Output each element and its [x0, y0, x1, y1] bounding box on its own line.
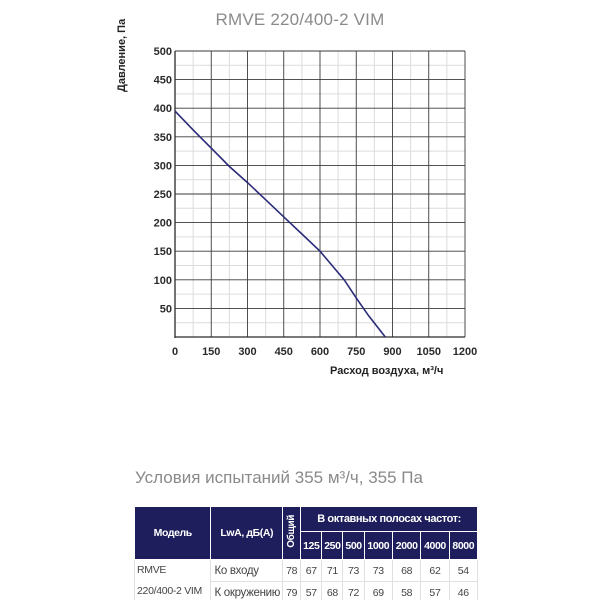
frequency-header: 1000 — [363, 531, 393, 560]
table-clip: Модель LwA, дБ(A) Общий В октавных полос… — [133, 505, 478, 600]
total-value: 79 — [282, 581, 302, 600]
frequency-header: 125 — [300, 531, 323, 560]
frequency-header: 2000 — [391, 531, 422, 560]
pressure-curve — [174, 110, 386, 338]
header-total: Общий — [282, 506, 302, 560]
table-row-surroundings: К окружению 79 57 68 72 69 58 57 46 — [135, 581, 478, 600]
svg-text:450: 450 — [275, 346, 293, 358]
band-value: 62 — [420, 559, 450, 582]
band-value: 68 — [391, 559, 422, 582]
frequency-header: 4000 — [420, 531, 450, 560]
frequency-header: 250 — [321, 531, 344, 560]
y-tick-labels: 50 100 150 200 250 300 350 400 450 500 — [154, 46, 172, 315]
frequency-header: 500 — [342, 531, 365, 560]
band-value: 72 — [342, 581, 365, 600]
svg-text:750: 750 — [347, 346, 365, 358]
band-value: 67 — [300, 559, 323, 582]
test-conditions: Условия испытаний 355 м³/ч, 355 Па — [135, 468, 423, 487]
frequency-header: 8000 — [448, 531, 478, 560]
svg-text:300: 300 — [238, 346, 256, 358]
chart-title: RMVE 220/400-2 VIM — [215, 10, 385, 29]
noise-table: Модель LwA, дБ(A) Общий В октавных полос… — [133, 505, 478, 600]
svg-text:500: 500 — [154, 46, 172, 58]
model-cell: RMVE 220/400-2 VIM — [133, 559, 212, 600]
svg-text:100: 100 — [154, 275, 172, 287]
frequency-header-row: 125 250 500 1000 2000 4000 8000 — [135, 531, 478, 560]
band-value: 46 — [448, 581, 478, 600]
band-value: 69 — [363, 581, 393, 600]
svg-text:300: 300 — [154, 160, 172, 172]
svg-text:50: 50 — [160, 303, 172, 315]
band-value: 73 — [363, 559, 393, 582]
band-value: 68 — [321, 581, 344, 600]
svg-text:1050: 1050 — [417, 346, 441, 358]
svg-text:350: 350 — [154, 132, 172, 144]
header-lwa: LwA, дБ(A) — [210, 506, 284, 560]
row-label: Ко входу — [210, 559, 284, 582]
svg-text:150: 150 — [202, 346, 220, 358]
svg-text:200: 200 — [154, 218, 172, 230]
band-value: 73 — [342, 559, 365, 582]
band-value: 57 — [300, 581, 323, 600]
header-model: Модель — [133, 506, 212, 560]
x-tick-labels: 0 150 300 450 600 750 900 1050 1200 — [172, 346, 477, 358]
chart-plot-area: 50 100 150 200 250 300 350 400 450 500 0 150 300 450… — [154, 46, 478, 358]
svg-text:0: 0 — [172, 346, 178, 358]
svg-text:600: 600 — [311, 346, 329, 358]
band-value: 58 — [391, 581, 422, 600]
svg-text:1200: 1200 — [453, 346, 477, 358]
band-value: 54 — [448, 559, 478, 582]
row-label: К окружению — [210, 581, 284, 600]
svg-text:250: 250 — [154, 189, 172, 201]
svg-text:450: 450 — [154, 75, 172, 87]
total-value: 78 — [282, 559, 302, 582]
band-value: 71 — [321, 559, 344, 582]
band-value: 57 — [420, 581, 450, 600]
table-row-inlet: RMVE 220/400-2 VIM Ко входу 78 67 71 73 … — [133, 559, 478, 600]
svg-text:900: 900 — [383, 346, 401, 358]
svg-text:400: 400 — [154, 103, 172, 115]
svg-text:150: 150 — [154, 246, 172, 258]
header-bands: В октавных полосах частот: — [300, 505, 478, 533]
x-axis-label: Расход воздуха, м³/ч — [330, 365, 444, 377]
